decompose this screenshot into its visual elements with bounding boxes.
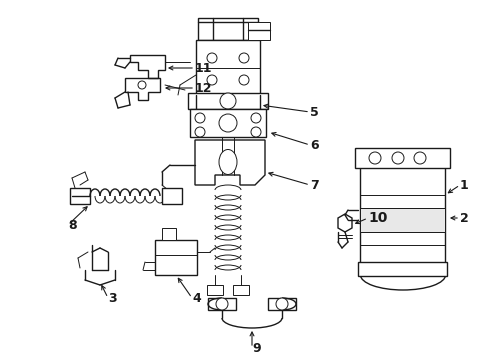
Circle shape <box>239 75 249 85</box>
Text: 4: 4 <box>192 292 201 305</box>
Text: 5: 5 <box>310 105 319 118</box>
Circle shape <box>207 53 217 63</box>
Circle shape <box>392 152 404 164</box>
Bar <box>155 240 197 275</box>
Bar <box>208 298 236 310</box>
Bar <box>188 93 268 109</box>
Bar <box>358 262 447 276</box>
Circle shape <box>195 127 205 137</box>
Circle shape <box>251 113 261 123</box>
Text: 3: 3 <box>108 292 117 305</box>
Circle shape <box>369 152 381 164</box>
Text: 1: 1 <box>460 179 469 192</box>
Circle shape <box>276 298 288 310</box>
Bar <box>162 188 182 204</box>
Bar <box>198 18 258 40</box>
Bar <box>70 188 90 204</box>
Text: 7: 7 <box>310 179 319 192</box>
Polygon shape <box>360 208 445 232</box>
Text: 12: 12 <box>195 81 213 95</box>
Text: 6: 6 <box>310 139 318 152</box>
Bar <box>248 22 270 40</box>
Bar <box>207 285 223 295</box>
Circle shape <box>414 152 426 164</box>
Text: 8: 8 <box>68 219 76 231</box>
Circle shape <box>195 113 205 123</box>
Bar <box>268 298 296 310</box>
Text: 11: 11 <box>195 62 213 75</box>
Bar <box>233 285 249 295</box>
Text: 9: 9 <box>252 342 261 355</box>
Circle shape <box>138 81 146 89</box>
Bar <box>196 40 260 95</box>
Text: 2: 2 <box>460 212 469 225</box>
Circle shape <box>219 114 237 132</box>
Ellipse shape <box>219 149 237 175</box>
Circle shape <box>207 75 217 85</box>
Bar <box>360 165 445 275</box>
Text: 10: 10 <box>368 211 388 225</box>
Bar <box>162 228 176 240</box>
Bar <box>190 109 266 137</box>
Circle shape <box>239 53 249 63</box>
Circle shape <box>220 93 236 109</box>
Circle shape <box>216 298 228 310</box>
Bar <box>355 148 450 168</box>
Circle shape <box>251 127 261 137</box>
